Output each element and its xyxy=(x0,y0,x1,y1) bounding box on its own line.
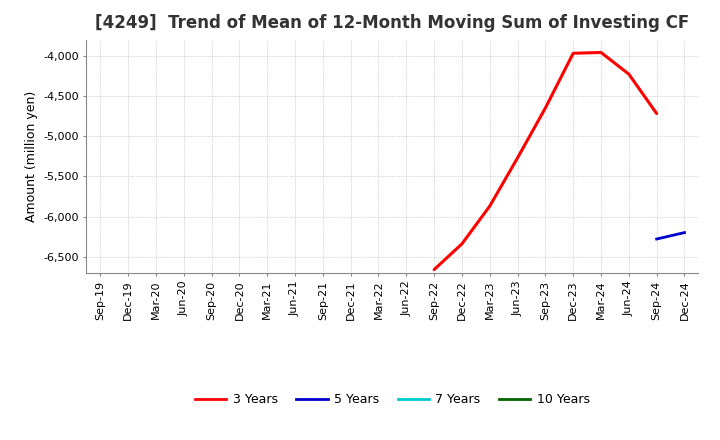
Legend: 3 Years, 5 Years, 7 Years, 10 Years: 3 Years, 5 Years, 7 Years, 10 Years xyxy=(190,388,595,411)
Y-axis label: Amount (million yen): Amount (million yen) xyxy=(24,91,37,222)
Title: [4249]  Trend of Mean of 12-Month Moving Sum of Investing CF: [4249] Trend of Mean of 12-Month Moving … xyxy=(95,15,690,33)
